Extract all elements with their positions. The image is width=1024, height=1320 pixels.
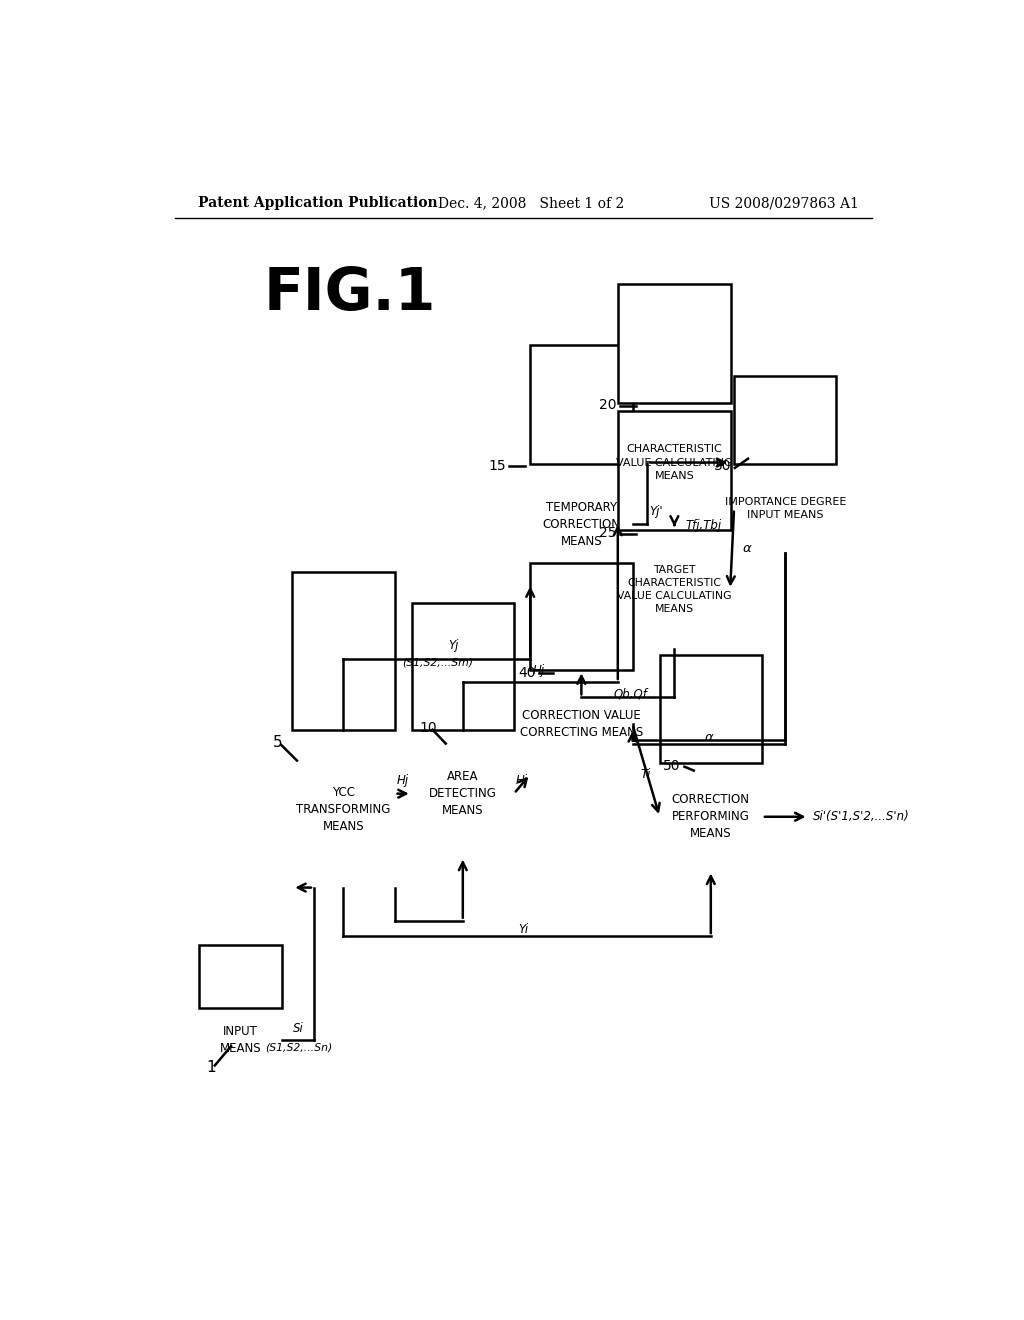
Bar [530, 562, 633, 671]
Text: INPUT
MEANS: INPUT MEANS [219, 1026, 261, 1055]
Bar [734, 376, 837, 465]
Text: 50: 50 [664, 759, 681, 774]
Text: Qb,Qf: Qb,Qf [613, 686, 647, 700]
Text: (S1,S2,...Sn): (S1,S2,...Sn) [265, 1043, 332, 1052]
Text: TEMPORARY
CORRECTION
MEANS: TEMPORARY CORRECTION MEANS [543, 500, 621, 548]
Text: AREA
DETECTING
MEANS: AREA DETECTING MEANS [429, 770, 497, 817]
Text: Hj: Hj [532, 664, 545, 677]
Text: TARGET
CHARACTERISTIC
VALUE CALCULATING
MEANS: TARGET CHARACTERISTIC VALUE CALCULATING … [617, 565, 731, 614]
Text: α: α [705, 731, 714, 744]
Text: Yj': Yj' [649, 504, 663, 517]
Text: FIG.1: FIG.1 [263, 264, 436, 322]
Text: IMPORTANCE DEGREE
INPUT MEANS: IMPORTANCE DEGREE INPUT MEANS [725, 498, 846, 520]
Bar [199, 945, 283, 1008]
Text: YCC
TRANSFORMING
MEANS: YCC TRANSFORMING MEANS [296, 785, 390, 833]
Text: 20: 20 [599, 397, 616, 412]
Text: CORRECTION VALUE
CORRECTING MEANS: CORRECTION VALUE CORRECTING MEANS [520, 709, 643, 739]
Bar [659, 655, 762, 763]
Text: CHARACTERISTIC
VALUE CALCULATING
MEANS: CHARACTERISTIC VALUE CALCULATING MEANS [616, 445, 733, 480]
Text: Tfj,Tbj: Tfj,Tbj [686, 519, 722, 532]
Text: CORRECTION
PERFORMING
MEANS: CORRECTION PERFORMING MEANS [672, 793, 750, 841]
Bar [412, 603, 514, 730]
Text: 10: 10 [420, 721, 437, 735]
Text: 5: 5 [272, 734, 283, 750]
Bar [292, 573, 394, 730]
Text: Hj: Hj [397, 774, 410, 787]
Bar [530, 345, 633, 465]
Bar [618, 284, 730, 403]
Text: Yi: Yi [518, 924, 528, 936]
Bar [618, 411, 730, 529]
Text: 30: 30 [714, 459, 731, 474]
Text: α: α [742, 543, 752, 556]
Text: 25: 25 [599, 527, 616, 540]
Text: Patent Application Publication: Patent Application Publication [198, 197, 437, 210]
Text: (S1,S2,...Sm): (S1,S2,...Sm) [402, 657, 473, 668]
Text: Si'(S'1,S'2,...S'n): Si'(S'1,S'2,...S'n) [813, 810, 910, 824]
Text: 40: 40 [518, 665, 536, 680]
Text: US 2008/0297863 A1: US 2008/0297863 A1 [710, 197, 859, 210]
Text: Ti: Ti [641, 768, 651, 781]
Text: 1: 1 [206, 1060, 216, 1074]
Text: 15: 15 [488, 459, 506, 474]
Text: Si: Si [293, 1022, 304, 1035]
Text: Dec. 4, 2008   Sheet 1 of 2: Dec. 4, 2008 Sheet 1 of 2 [438, 197, 625, 210]
Text: Yj: Yj [449, 639, 459, 652]
Text: Hi: Hi [516, 774, 527, 787]
